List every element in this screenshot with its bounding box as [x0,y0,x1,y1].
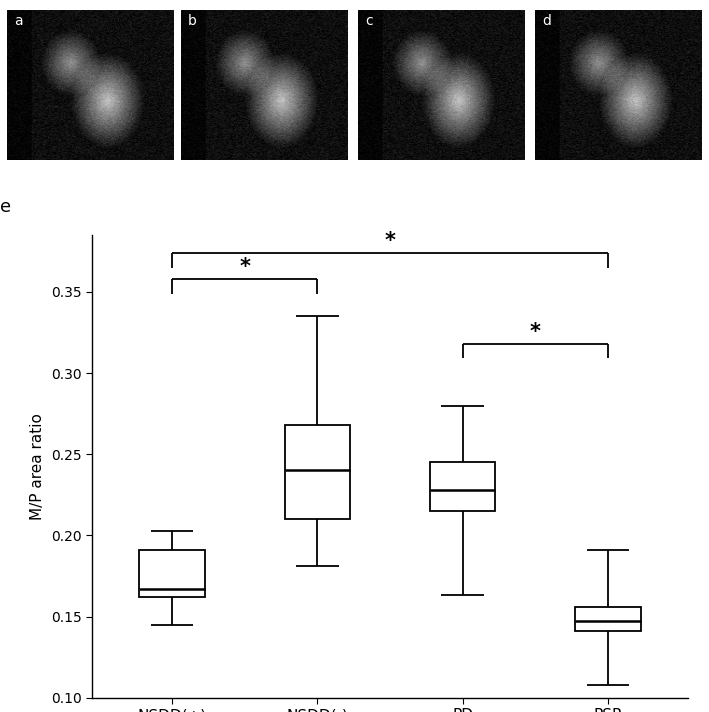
Y-axis label: M/P area ratio: M/P area ratio [30,413,45,520]
Text: *: * [384,231,396,251]
Text: *: * [239,257,250,277]
Text: c: c [365,14,373,28]
Text: a: a [14,14,23,28]
Bar [430,462,496,511]
Text: *: * [530,323,541,342]
Text: e: e [0,198,11,216]
Text: d: d [542,14,552,28]
Bar [284,425,350,519]
Text: b: b [188,14,197,28]
Bar [140,550,205,597]
Bar [575,607,640,632]
